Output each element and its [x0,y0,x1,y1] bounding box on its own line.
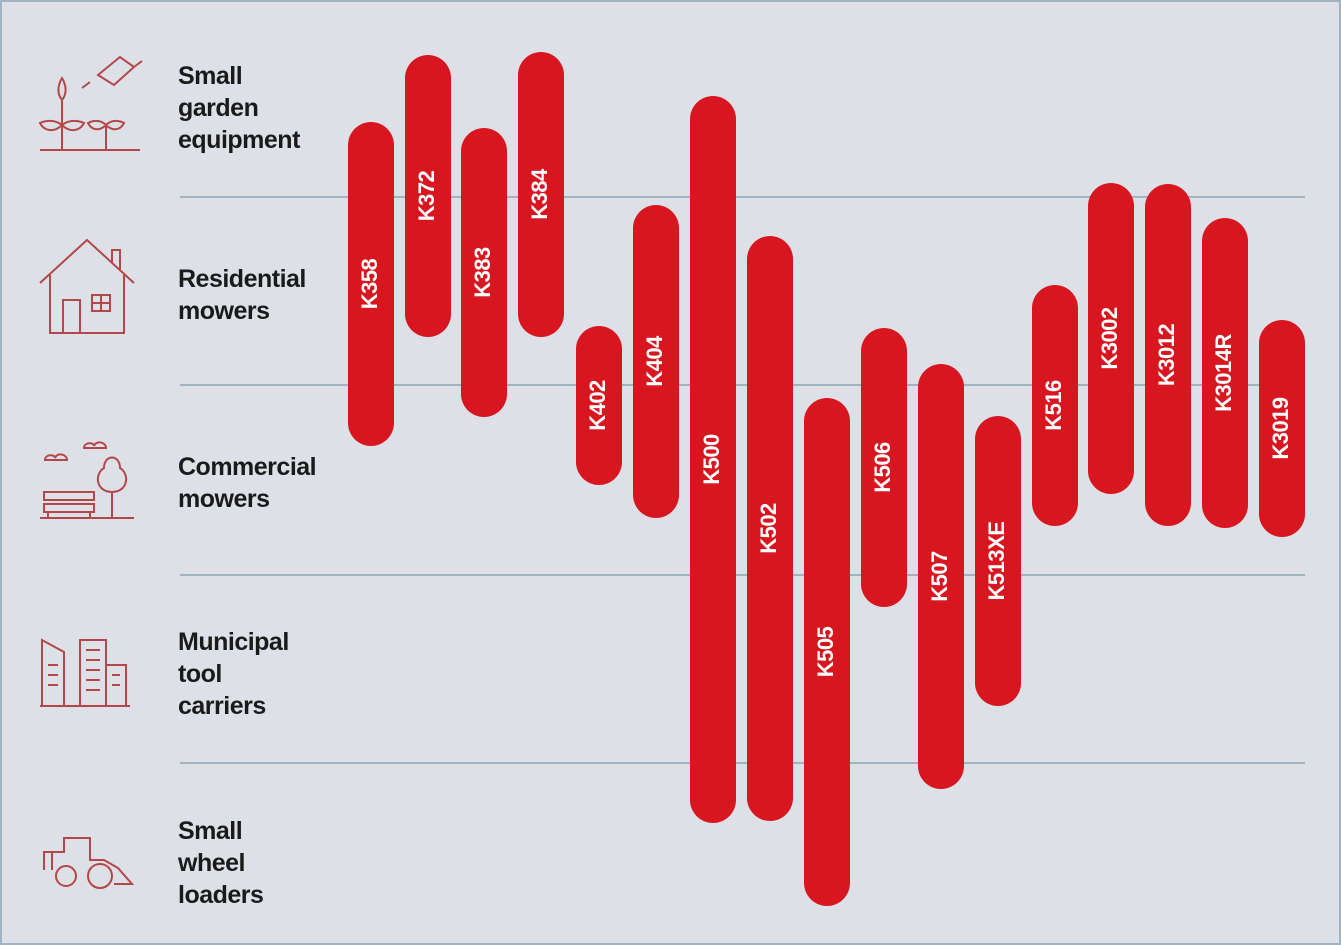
product-bar [1259,320,1305,537]
loader-icon [43,837,135,889]
category-label: mowers [178,485,269,513]
product-bar [861,328,907,607]
product-bar [633,205,679,518]
category-label: loaders [178,881,263,909]
product-bar [918,364,964,789]
product-label: K402 [585,380,610,431]
category-labels: Small garden equipment Residential mowers Com… [177,62,317,909]
product-label: K3014R [1211,334,1236,412]
product-bar [1032,285,1078,526]
category-label: Residential [178,265,306,293]
garden-icon [38,55,143,151]
product-bar [461,128,507,417]
category-label: wheel [177,849,245,877]
house-icon [39,238,135,334]
product-bar [804,398,850,906]
product-label: K500 [699,434,724,485]
category-label: mowers [178,297,269,325]
category-label: equipment [178,126,301,154]
product-bar [405,55,451,337]
product-label: K507 [927,551,952,602]
category-label: Small [178,62,242,90]
product-bar [348,122,394,446]
product-bar [576,326,622,485]
category-label: Municipal [178,628,289,656]
category-label: garden [178,94,258,122]
product-bars: K358 K372 K383 K384 K402 K404 K500 K502 K505 K506… [348,52,1305,906]
product-label: K505 [813,626,838,677]
product-label: K372 [414,170,439,221]
category-label: tool [178,660,222,688]
product-label: K358 [357,258,382,309]
product-bar [518,52,564,337]
product-label: K383 [470,247,495,298]
park-icon [40,441,134,519]
product-label: K3019 [1268,397,1293,460]
product-bar [975,416,1021,706]
product-label: K3002 [1097,307,1122,370]
category-label: carriers [178,692,266,720]
product-label: K513XE [984,522,1009,601]
product-label: K404 [642,335,667,387]
category-label: Commercial [178,453,316,481]
city-icon [40,638,130,707]
product-bar [1145,184,1191,526]
product-label: K516 [1041,380,1066,431]
product-bar [1202,218,1248,528]
product-bar [690,96,736,823]
category-label: Small [178,817,242,845]
product-bar [747,236,793,821]
product-label: K3012 [1154,324,1179,387]
product-label: K384 [527,168,552,220]
product-bar [1088,183,1134,494]
product-label: K506 [870,442,895,493]
product-label: K502 [756,503,781,554]
